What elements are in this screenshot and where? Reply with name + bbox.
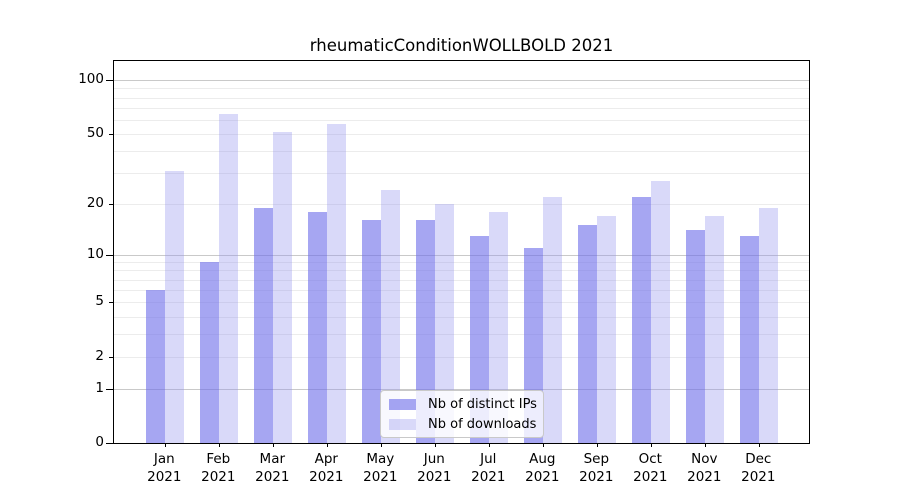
x-tick-label-jan: Jan 2021: [147, 451, 182, 485]
minor-gridline: [114, 270, 809, 272]
y-tick-mark: [109, 302, 113, 304]
x-tick-mark: [435, 443, 437, 447]
x-tick-label-feb: Feb 2021: [201, 451, 236, 485]
x-tick-mark: [165, 443, 167, 447]
minor-gridline: [114, 290, 809, 291]
legend-row: Nb of downloads: [389, 414, 537, 434]
bar-may-downloads: [381, 190, 401, 443]
y-tick-mark: [109, 203, 113, 205]
minor-gridline: [114, 97, 809, 99]
bar-mar-ips: [254, 207, 274, 443]
y-tick-label: 1: [95, 379, 104, 396]
bar-apr-ips: [308, 211, 328, 443]
x-tick-label-sep: Sep 2021: [579, 451, 614, 485]
major-gridline: [114, 80, 809, 82]
x-tick-label-mar: Mar 2021: [255, 451, 290, 485]
bar-dec-ips: [740, 235, 760, 443]
y-tick-label: 2: [95, 347, 104, 364]
x-tick-mark: [705, 443, 707, 447]
bar-jul-downloads: [489, 211, 509, 443]
bar-sep-downloads: [597, 215, 617, 443]
minor-gridline: [114, 107, 809, 109]
minor-gridline: [114, 88, 809, 90]
major-gridline: [114, 388, 809, 390]
bar-oct-downloads: [651, 181, 671, 443]
y-tick-mark: [106, 254, 113, 256]
bar-sep-ips: [578, 225, 598, 443]
x-tick-label-oct: Oct 2021: [633, 451, 668, 485]
x-tick-mark: [651, 443, 653, 447]
bar-dec-downloads: [759, 207, 779, 443]
minor-gridline: [114, 151, 809, 153]
bar-mar-downloads: [273, 132, 293, 443]
plot-area: Nb of distinct IPs Nb of downloads: [106, 60, 810, 447]
y-tick-mark: [106, 388, 113, 390]
legend-label: Nb of downloads: [428, 416, 537, 432]
minor-gridline: [114, 203, 809, 205]
minor-gridline: [114, 133, 809, 135]
bar-feb-downloads: [219, 113, 239, 443]
minor-gridline: [114, 302, 809, 304]
y-tick-label: 50: [86, 124, 104, 141]
x-tick-label-apr: Apr 2021: [309, 451, 344, 485]
bar-may-ips: [362, 220, 382, 443]
y-tick-label: 5: [95, 293, 104, 310]
legend-label: Nb of distinct IPs: [428, 396, 537, 412]
y-tick-label: 100: [78, 71, 104, 88]
bar-nov-downloads: [705, 215, 725, 443]
y-tick-mark: [109, 133, 113, 135]
x-tick-mark: [489, 443, 491, 447]
minor-gridline: [114, 334, 809, 335]
legend-swatch-icon: [389, 398, 416, 410]
y-tick-mark: [106, 80, 113, 82]
minor-gridline: [114, 316, 809, 318]
bar-oct-ips: [632, 196, 652, 443]
bar-jan-downloads: [165, 170, 185, 443]
bar-apr-downloads: [327, 123, 347, 443]
bar-feb-ips: [200, 262, 220, 443]
x-tick-label-aug: Aug 2021: [525, 451, 560, 485]
bar-nov-ips: [686, 230, 706, 443]
major-gridline: [114, 254, 809, 256]
bar-jun-downloads: [435, 203, 455, 443]
legend: Nb of distinct IPs Nb of downloads: [380, 390, 544, 438]
legend-row: Nb of distinct IPs: [389, 394, 537, 414]
y-tick-label: 0: [95, 434, 104, 450]
y-tick-mark: [106, 443, 113, 444]
y-tick-mark: [109, 356, 113, 358]
minor-gridline: [114, 262, 809, 263]
bar-aug-downloads: [543, 196, 563, 443]
x-tick-mark: [327, 443, 329, 447]
chart-title: rheumaticConditionWOLLBOLD 2021: [309, 36, 614, 55]
minor-gridline: [114, 119, 809, 121]
x-tick-mark: [381, 443, 383, 447]
x-tick-mark: [759, 443, 761, 447]
x-tick-label-may: May 2021: [363, 451, 398, 485]
x-tick-label-jun: Jun 2021: [417, 451, 452, 485]
minor-gridline: [114, 279, 809, 281]
x-tick-mark: [273, 443, 275, 447]
y-tick-label: 10: [86, 245, 104, 262]
legend-swatch-icon: [389, 418, 416, 430]
bar-jun-ips: [416, 220, 436, 443]
y-tick-label: 20: [86, 194, 104, 211]
x-tick-label-dec: Dec 2021: [741, 451, 776, 485]
x-tick-label-nov: Nov 2021: [687, 451, 722, 485]
bar-jan-ips: [146, 290, 166, 443]
minor-gridline: [114, 173, 809, 175]
x-tick-mark: [597, 443, 599, 447]
x-tick-label-jul: Jul 2021: [471, 451, 506, 485]
minor-gridline: [114, 356, 809, 358]
x-tick-mark: [219, 443, 221, 447]
x-tick-mark: [543, 443, 545, 447]
